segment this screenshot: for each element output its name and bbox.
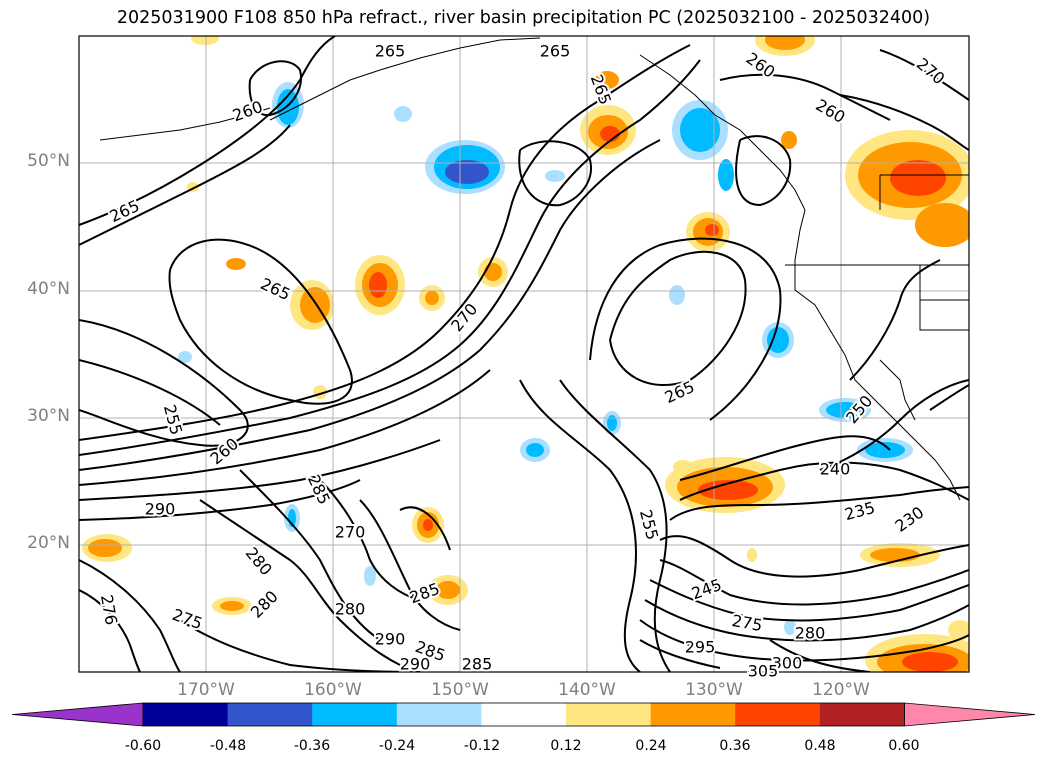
colorbar-segment — [143, 703, 229, 726]
colorbar-extend-low — [11, 702, 144, 727]
contour-label: 290 — [400, 655, 431, 674]
colorbar — [11, 702, 1036, 727]
map-title: 2025031900 F108 850 hPa refract., river … — [116, 8, 931, 28]
contour-label: 290 — [145, 500, 176, 519]
contour-label: 260 — [207, 434, 243, 468]
contour-label: 295 — [685, 638, 716, 657]
contour-label: 255 — [636, 508, 662, 542]
colorbar-label: -0.36 — [293, 738, 331, 754]
colorbar-segment — [396, 703, 482, 726]
contour-label: 270 — [335, 523, 366, 542]
colorbar-label: 0.36 — [719, 738, 751, 754]
colorbar-extend-high — [904, 702, 1036, 727]
colorbar-label: 0.60 — [888, 738, 920, 754]
contour-label: 245 — [689, 575, 724, 603]
lon-label-120w: 120°W — [812, 680, 870, 700]
colorbar-segment — [566, 703, 652, 726]
contour-label: 276 — [97, 593, 121, 626]
contour-label: 260 — [230, 97, 265, 125]
colorbar-label: 0.48 — [804, 738, 836, 754]
contour-label: 300 — [772, 654, 803, 673]
lon-label-170w: 170°W — [177, 680, 235, 700]
precipitation-shading — [82, 36, 969, 672]
colorbar-segment — [819, 703, 905, 726]
contour-label: 285 — [462, 655, 493, 674]
contour-label: 275 — [730, 611, 763, 635]
contour-label: 285 — [407, 579, 442, 607]
colorbar-label: -0.12 — [463, 738, 501, 754]
contour-label: 280 — [335, 600, 366, 619]
lon-label-130w: 130°W — [685, 680, 743, 700]
map-frame — [78, 35, 970, 673]
contour-label: 240 — [820, 460, 851, 479]
colorbar-label: -0.48 — [209, 738, 247, 754]
colorbar-outline — [142, 702, 905, 727]
lat-label-50n: 50°N — [27, 151, 70, 171]
colorbar-segment — [481, 703, 567, 726]
contour-label: 265 — [375, 42, 406, 61]
lat-label-30n: 30°N — [27, 406, 70, 426]
contour-label: 305 — [748, 662, 779, 681]
colorbar-segment — [227, 703, 313, 726]
refractivity-contours — [79, 36, 969, 672]
colorbar-segment — [650, 703, 736, 726]
contour-label: 260 — [813, 95, 849, 127]
negative-anomaly-areas — [178, 82, 913, 635]
contour-label: 280 — [795, 624, 826, 643]
contour-label: 280 — [247, 587, 282, 622]
contour-label: 290 — [375, 630, 406, 649]
positive-anomaly-areas — [82, 36, 969, 672]
contour-label: 285 — [304, 472, 334, 508]
contour-label: 255 — [160, 403, 186, 437]
lat-lon-grid — [79, 36, 969, 672]
colorbar-segment — [312, 703, 398, 726]
lat-label-20n: 20°N — [27, 533, 70, 553]
lon-label-160w: 160°W — [304, 680, 362, 700]
contour-label: 265 — [662, 377, 698, 407]
contour-label: 280 — [242, 544, 276, 580]
colorbar-segment — [735, 703, 821, 726]
contour-label: 265 — [258, 274, 294, 304]
contour-labels: 265 2652602602652652652702652702602552602… — [95, 40, 950, 683]
contour-label: 275 — [170, 605, 205, 633]
lat-label-40n: 40°N — [27, 279, 70, 299]
colorbar-label: -0.60 — [124, 738, 162, 754]
lon-label-150w: 150°W — [431, 680, 489, 700]
colorbar-label: 0.24 — [635, 738, 667, 754]
contour-label: 230 — [891, 503, 927, 536]
colorbar-label: 0.12 — [550, 738, 582, 754]
lon-label-140w: 140°W — [558, 680, 616, 700]
colorbar-label: -0.24 — [378, 738, 416, 754]
contour-label: 235 — [843, 498, 877, 524]
contour-label: 265 — [540, 42, 571, 61]
